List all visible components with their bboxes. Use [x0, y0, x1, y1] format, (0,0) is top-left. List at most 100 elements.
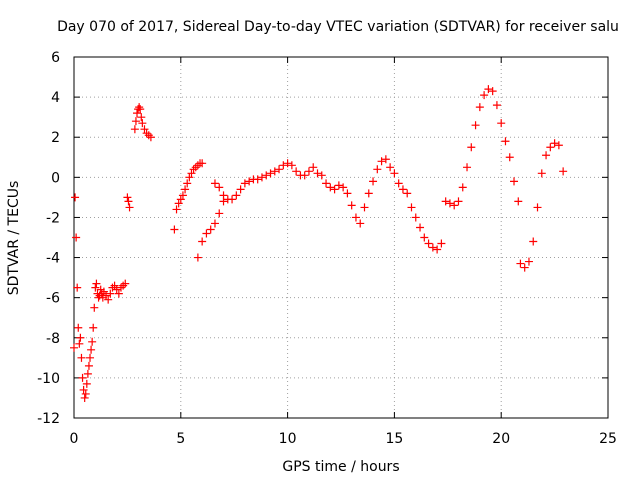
data-point — [554, 141, 563, 150]
x-tick-label: 20 — [492, 431, 510, 447]
data-point — [215, 209, 224, 218]
data-point — [381, 155, 390, 164]
data-point — [82, 379, 91, 388]
y-tick-label: -8 — [46, 331, 60, 347]
data-point — [339, 183, 348, 192]
data-point — [83, 369, 92, 378]
data-point — [86, 353, 95, 362]
data-point — [317, 171, 326, 180]
grid — [74, 57, 608, 418]
x-tick-label: 15 — [385, 431, 403, 447]
data-point — [309, 163, 318, 172]
data-point — [144, 131, 153, 140]
data-point — [146, 133, 155, 142]
data-point — [428, 243, 437, 252]
data-point — [198, 237, 207, 246]
data-point — [112, 285, 121, 294]
data-point — [300, 171, 309, 180]
data-point — [546, 143, 555, 152]
data-point — [99, 287, 108, 296]
data-point — [253, 175, 262, 184]
data-point — [74, 323, 83, 332]
data-point — [87, 345, 96, 354]
data-point — [191, 163, 200, 172]
y-tick-label: -2 — [46, 210, 60, 226]
data-point — [236, 185, 245, 194]
data-point — [488, 87, 497, 96]
data-point — [475, 103, 484, 112]
data-point — [70, 343, 78, 352]
data-point — [121, 279, 130, 288]
data-point — [137, 113, 146, 122]
data-point — [185, 173, 194, 182]
data-point — [181, 185, 190, 194]
data-point — [108, 283, 117, 292]
data-point — [480, 91, 489, 100]
data-point — [514, 197, 523, 206]
data-point — [364, 189, 373, 198]
data-point — [123, 193, 132, 202]
data-point — [292, 167, 301, 176]
data-point — [133, 109, 142, 118]
data-point — [505, 153, 514, 162]
data-point — [228, 195, 237, 204]
data-point — [433, 245, 442, 254]
data-point — [193, 253, 202, 262]
data-point — [304, 167, 313, 176]
data-point — [176, 195, 185, 204]
data-point — [136, 105, 145, 114]
tick-labels: 0 5 10 15 20 25 -12 -10 -8 -6 -4 -2 0 2 4 6 — [37, 50, 617, 447]
data-point — [73, 283, 82, 292]
data-point — [356, 219, 365, 228]
x-tick-label: 5 — [176, 431, 185, 447]
x-tick-label: 0 — [70, 431, 79, 447]
data-point — [424, 239, 433, 248]
data-point — [79, 385, 88, 394]
data-point — [110, 281, 119, 290]
data-point — [450, 201, 459, 210]
data-point — [529, 237, 538, 246]
data-point — [76, 333, 85, 342]
data-point — [403, 189, 412, 198]
data-point — [501, 137, 510, 146]
data-point — [279, 161, 288, 170]
data-point — [510, 177, 519, 186]
data-point — [178, 191, 187, 200]
data-point — [471, 121, 480, 130]
x-tick-label: 10 — [279, 431, 297, 447]
data-point — [416, 223, 425, 232]
data-point — [266, 169, 275, 178]
data-point — [390, 169, 399, 178]
data-point — [210, 219, 219, 228]
data-point — [75, 339, 84, 348]
data-point — [407, 203, 416, 212]
data-point — [360, 203, 369, 212]
data-point — [125, 203, 134, 212]
data-point — [542, 151, 551, 160]
data-point — [347, 201, 356, 210]
data-points — [70, 85, 568, 402]
y-tick-label: 2 — [51, 130, 60, 146]
data-point — [516, 259, 525, 268]
data-point — [343, 189, 352, 198]
data-point — [219, 191, 228, 200]
data-point — [232, 191, 241, 200]
y-tick-label: 6 — [51, 50, 60, 66]
y-tick-label: 4 — [51, 90, 60, 106]
data-point — [398, 185, 407, 194]
data-point — [377, 157, 386, 166]
data-point — [91, 283, 100, 292]
data-point — [71, 193, 80, 202]
data-point — [102, 291, 111, 300]
data-point — [130, 125, 139, 134]
data-point — [334, 181, 343, 190]
data-point — [193, 161, 202, 170]
axis-ticks — [73, 56, 609, 419]
data-point — [437, 239, 446, 248]
data-point — [77, 353, 86, 362]
data-point — [140, 125, 149, 134]
data-point — [92, 279, 101, 288]
data-point — [104, 295, 113, 304]
data-point — [257, 173, 266, 182]
